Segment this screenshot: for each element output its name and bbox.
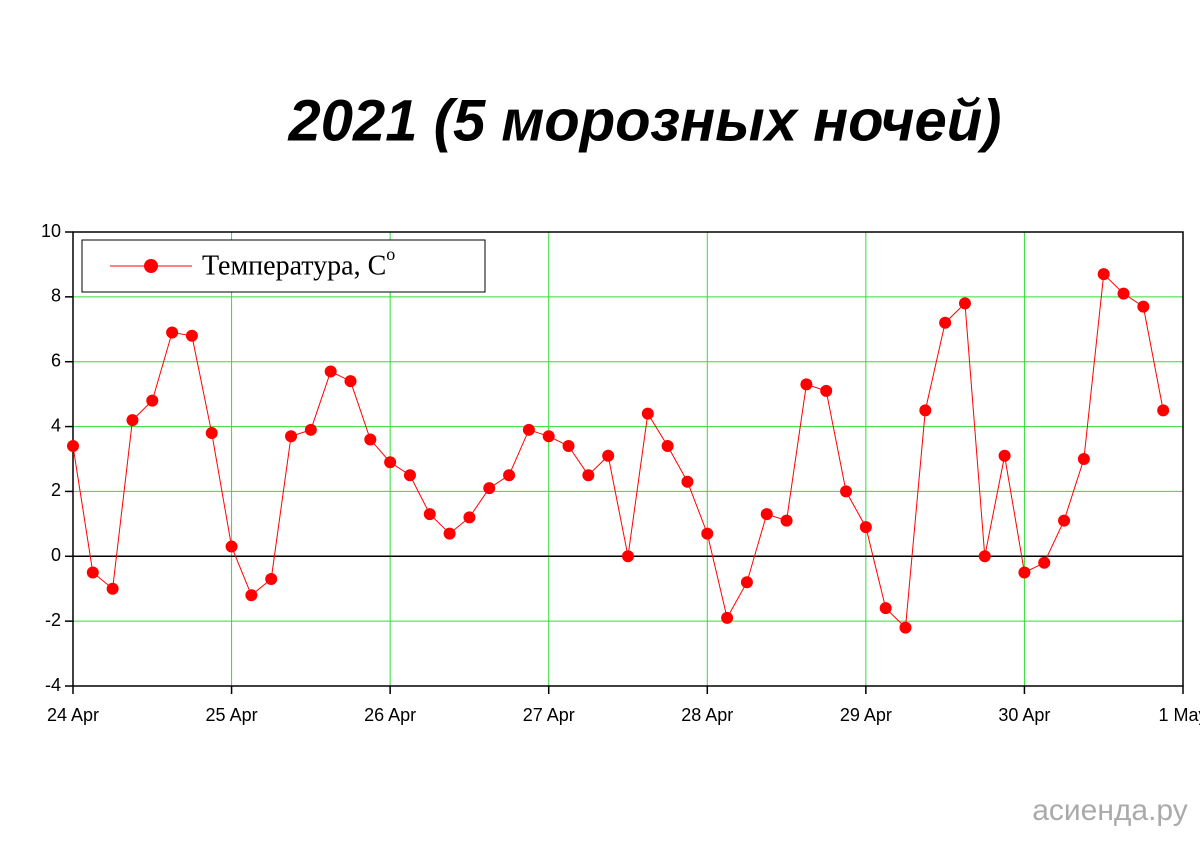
point: [245, 589, 258, 602]
point: [67, 440, 79, 453]
line: [72, 273, 1164, 629]
y-tick-label: 2: [51, 480, 61, 500]
point: [423, 508, 436, 521]
point: [324, 365, 337, 378]
x-tick-label: 26 Apr: [364, 705, 416, 725]
y-tick-label: 0: [51, 545, 61, 565]
point: [740, 576, 753, 589]
point: [106, 582, 119, 595]
point: [780, 514, 793, 527]
point: [978, 550, 991, 563]
point: [146, 394, 159, 407]
point: [899, 621, 912, 634]
x-tick-label: 1 May: [1158, 705, 1200, 725]
point: [126, 414, 139, 427]
point: [1097, 268, 1110, 281]
x-tick-label: 29 Apr: [840, 705, 892, 725]
point: [859, 521, 872, 534]
x-tick-label: 30 Apr: [998, 705, 1050, 725]
plot-frame: [72, 231, 1184, 687]
legend-marker: [144, 259, 158, 273]
point: [463, 511, 476, 524]
point: [840, 485, 853, 498]
x-tick-label: 28 Apr: [681, 705, 733, 725]
legend-label: Температура, Co: [202, 244, 395, 281]
point: [403, 469, 416, 482]
x-tick-label: 25 Apr: [206, 705, 258, 725]
point: [760, 508, 773, 521]
y-tick-label: -4: [45, 675, 61, 695]
point: [443, 527, 456, 540]
point: [86, 566, 99, 579]
point: [641, 407, 654, 420]
point: [1058, 514, 1071, 527]
y-tick-label: -2: [45, 610, 61, 630]
point: [384, 456, 397, 469]
point: [939, 316, 952, 329]
point: [919, 404, 932, 417]
y-tick-label: 8: [51, 286, 61, 306]
point: [721, 611, 734, 624]
y-tick-label: 10: [41, 221, 61, 241]
y-tick-label: 6: [51, 350, 61, 370]
point: [225, 540, 238, 553]
point: [681, 475, 694, 488]
point: [166, 326, 179, 339]
point: [602, 449, 615, 462]
point: [879, 602, 892, 615]
point: [562, 440, 575, 453]
point: [503, 469, 516, 482]
point: [522, 423, 535, 436]
point: [265, 572, 278, 585]
point: [205, 427, 218, 440]
chart-title: 2021 (5 морозных ночей): [288, 88, 1002, 153]
x-tick-label: 27 Apr: [523, 705, 575, 725]
point: [483, 482, 496, 495]
point: [1117, 287, 1130, 300]
legend-superscript: o: [386, 244, 395, 264]
point: [542, 430, 555, 443]
point: [1157, 404, 1170, 417]
point: [958, 297, 971, 310]
point: [1038, 556, 1051, 569]
point: [1077, 453, 1090, 465]
point: [285, 430, 298, 443]
point: [304, 423, 317, 436]
point: [364, 433, 377, 446]
point: [701, 527, 714, 540]
x-tick-label: 24 Apr: [47, 705, 99, 725]
point: [1137, 300, 1150, 313]
point: [1018, 566, 1031, 579]
point: [800, 378, 813, 391]
point: [185, 329, 198, 342]
watermark: асиенда.ру: [1032, 794, 1188, 827]
point: [344, 375, 357, 388]
point: [582, 469, 595, 482]
point: [622, 550, 634, 563]
point: [661, 440, 674, 453]
point: [998, 449, 1011, 462]
y-tick-label: 4: [51, 415, 61, 435]
point: [820, 384, 833, 397]
